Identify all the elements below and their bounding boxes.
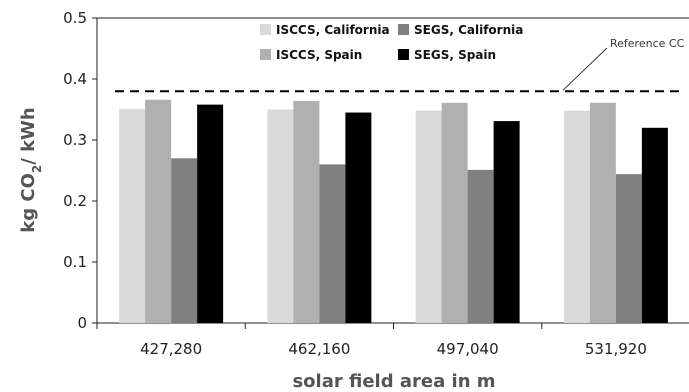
bar	[171, 158, 198, 323]
y-tick-label: 0.5	[63, 9, 87, 27]
bar	[119, 108, 146, 323]
x-tick-label: 497,040	[437, 340, 499, 358]
legend-swatch	[260, 49, 271, 60]
y-tick-label: 0.4	[63, 70, 87, 88]
bar	[267, 109, 294, 323]
bar	[493, 121, 520, 323]
bar	[145, 99, 172, 324]
bars-group	[119, 99, 668, 324]
legend-item: SEGS, Spain	[398, 48, 496, 62]
bar	[615, 174, 642, 323]
legend-item: ISCCS, California	[260, 23, 390, 37]
legend: ISCCS, California ISCCS, Spain SEGS, Calif…	[260, 23, 523, 62]
bar	[319, 164, 346, 323]
bar	[467, 169, 494, 323]
bar	[197, 104, 224, 324]
bar	[441, 102, 468, 323]
legend-swatch	[398, 49, 409, 60]
x-axis: 427,280 462,160 497,040 531,920	[96, 323, 647, 358]
y-axis: 0 0.1 0.2 0.3 0.4 0.5	[63, 9, 97, 332]
y-label-subscript: 2	[30, 165, 44, 173]
y-label-part: / kWh	[18, 107, 39, 164]
reference-label: Reference CC	[610, 37, 685, 50]
legend-label: SEGS, California	[414, 23, 523, 37]
legend-item: SEGS, California	[398, 23, 523, 37]
y-label-part: kg CO	[18, 173, 39, 233]
legend-label: ISCCS, Spain	[276, 48, 362, 62]
legend-label: ISCCS, California	[276, 23, 390, 37]
legend-swatch	[260, 24, 271, 35]
legend-label: SEGS, Spain	[414, 48, 496, 62]
y-tick-label: 0.2	[63, 192, 87, 210]
y-tick-label: 0.3	[63, 131, 87, 149]
x-tick-label: 531,920	[585, 340, 647, 358]
x-tick-label: 462,160	[288, 340, 350, 358]
legend-item: ISCCS, Spain	[260, 48, 362, 62]
bar	[293, 100, 320, 324]
x-tick-label: 427,280	[140, 340, 202, 358]
x-axis-label: solar field area in m	[292, 371, 495, 392]
legend-swatch	[398, 24, 409, 35]
reference-leader-line	[562, 47, 608, 91]
y-tick-label: 0.1	[63, 253, 87, 271]
reference-line-group: Reference CC	[115, 37, 685, 93]
bar	[345, 112, 372, 323]
y-tick-label: 0	[77, 314, 87, 332]
bar	[563, 110, 590, 323]
y-axis-label: kg CO2/ kWh	[18, 107, 44, 232]
bar	[641, 127, 668, 323]
bar	[589, 102, 616, 323]
bar	[415, 110, 442, 323]
